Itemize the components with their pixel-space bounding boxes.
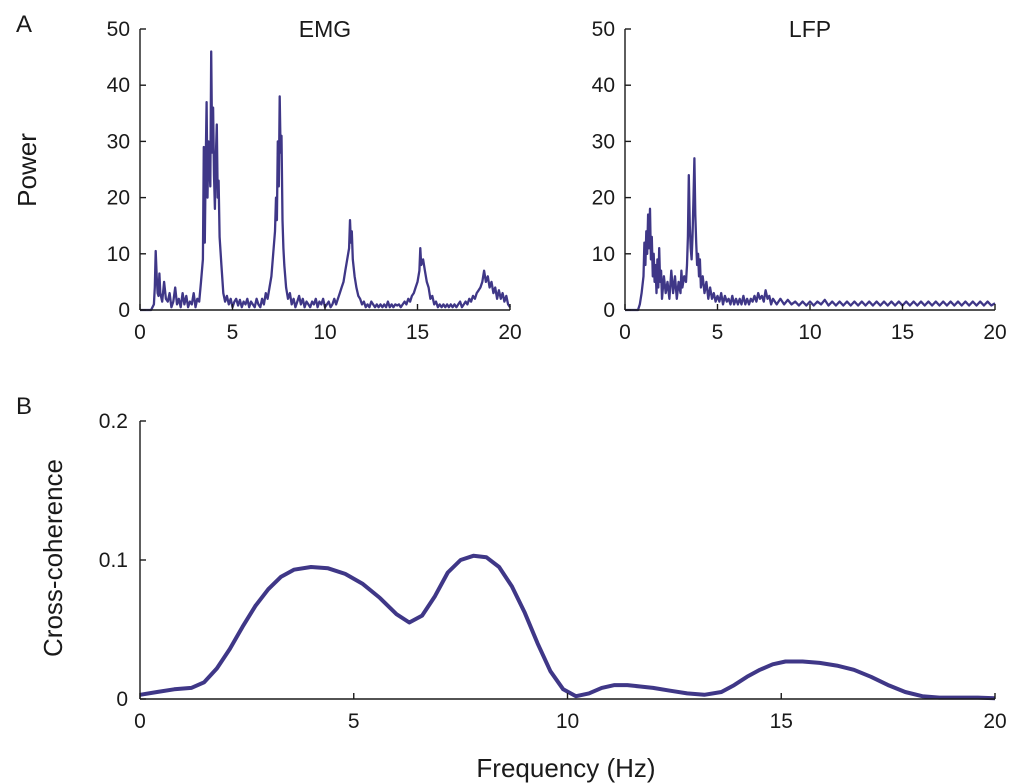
lfp-y-tick-label: 40 — [592, 74, 615, 97]
emg-y-tick-label: 50 — [107, 18, 130, 41]
lfp-y-tick-label: 30 — [592, 130, 615, 153]
emg-y-tick-label: 30 — [107, 130, 130, 153]
emg-title: EMG — [299, 16, 351, 42]
coherence-series-line — [139, 553, 996, 701]
emg-x-tick-label: 15 — [406, 321, 429, 344]
coherence-x-tick-label: 5 — [348, 710, 360, 733]
emg-x-tick-label: 20 — [498, 321, 521, 344]
lfp-x-tick-label: 15 — [891, 321, 914, 344]
lfp-x-tick-label: 20 — [983, 321, 1006, 344]
lfp-y-tick-label: 20 — [592, 187, 615, 210]
panel-label-b: B — [16, 393, 32, 420]
lfp-title: LFP — [789, 16, 831, 42]
lfp-y-tick-label: 50 — [592, 18, 615, 41]
x-axis-label-frequency: Frequency (Hz) — [476, 753, 655, 783]
y-axis-label-coherence: Cross-coherence — [38, 459, 68, 657]
lfp-x-tick-label: 10 — [798, 321, 821, 344]
lfp-series-line — [625, 157, 996, 312]
emg-x-tick-label: 0 — [134, 321, 146, 344]
emg-series-line — [140, 50, 511, 312]
coherence-x-tick-label: 20 — [983, 710, 1006, 733]
emg-y-tick-label: 20 — [107, 187, 130, 210]
coherence-y-tick-label: 0.2 — [99, 410, 128, 433]
coherence-x-tick-label: 0 — [134, 710, 146, 733]
emg-y-tick-label: 0 — [118, 299, 130, 322]
coherence-y-tick-label: 0 — [116, 688, 128, 711]
coherence-y-tick-label: 0.1 — [99, 549, 128, 572]
emg-y-tick-label: 10 — [107, 243, 130, 266]
lfp-y-tick-label: 0 — [603, 299, 615, 322]
lfp-chart: LFP 0 5 10 15 20 0 10 20 30 40 50 — [592, 16, 1007, 344]
coherence-x-tick-label: 10 — [556, 710, 579, 733]
panel-label-a: A — [16, 11, 32, 38]
emg-x-tick-label: 5 — [227, 321, 239, 344]
lfp-x-tick-label: 0 — [619, 321, 631, 344]
emg-y-tick-label: 40 — [107, 74, 130, 97]
coherence-x-tick-label: 15 — [770, 710, 793, 733]
y-axis-label-power: Power — [12, 133, 42, 207]
lfp-x-tick-label: 5 — [712, 321, 724, 344]
coherence-chart: Cross-coherence Frequency (Hz) 0 5 10 15 20 0… — [38, 410, 1007, 783]
lfp-y-tick-label: 10 — [592, 243, 615, 266]
emg-chart: EMG 0 5 10 15 20 0 10 20 30 40 50 — [107, 16, 522, 344]
emg-x-tick-label: 10 — [313, 321, 336, 344]
